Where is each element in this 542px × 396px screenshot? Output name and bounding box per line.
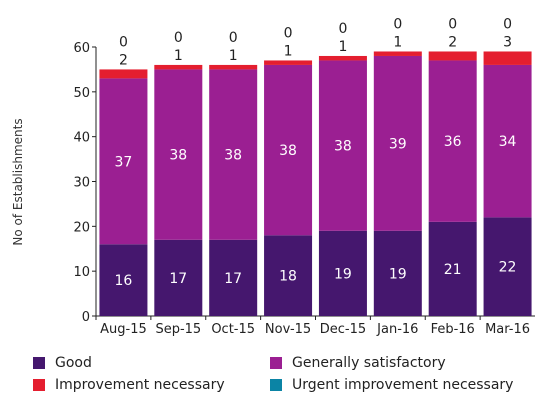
bar-group-oct-15: 17 38 1 0 xyxy=(209,30,258,316)
bar-segment-improvement-necessary xyxy=(428,51,477,61)
y-tick-label: 10 xyxy=(73,265,90,280)
bar-segment-improvement-necessary xyxy=(154,64,203,70)
data-label-generally-satisfactory: 36 xyxy=(444,134,462,150)
bar-segment-generally-satisfactory xyxy=(483,64,532,218)
bar-segment-generally-satisfactory xyxy=(318,60,367,231)
bar-segment-improvement-necessary xyxy=(373,51,422,56)
bar-group-mar-16: 22 34 3 0 xyxy=(483,16,532,316)
x-tick-label: Mar-16 xyxy=(485,322,530,337)
y-tick-label: 50 xyxy=(73,86,90,101)
data-label-urgent-improvement-necessary: 0 xyxy=(393,16,402,32)
bar-segment-good xyxy=(99,244,148,316)
data-label-good: 19 xyxy=(389,266,407,282)
bar-segment-improvement-necessary xyxy=(483,51,532,65)
legend-label-improvement-necessary: Improvement necessary xyxy=(55,377,225,393)
x-tick-label: Oct-15 xyxy=(211,322,255,337)
y-tick-label: 30 xyxy=(73,176,90,191)
data-label-urgent-improvement-necessary: 0 xyxy=(503,16,512,32)
data-label-good: 21 xyxy=(444,262,462,278)
data-label-improvement-necessary: 2 xyxy=(119,52,128,68)
y-tick-label: 60 xyxy=(73,41,90,56)
legend-item-urgent-improvement-necessary: Urgent improvement necessary xyxy=(270,377,513,393)
bar-group-aug-15: 16 37 2 0 xyxy=(99,34,148,316)
bar-group-feb-16: 21 36 2 0 xyxy=(428,16,477,316)
data-label-good: 22 xyxy=(499,260,517,276)
y-tick-label: 0 xyxy=(82,310,90,325)
data-label-urgent-improvement-necessary: 0 xyxy=(284,25,293,41)
data-label-good: 16 xyxy=(115,273,133,289)
x-tick-label: Jan-16 xyxy=(376,322,418,337)
data-label-improvement-necessary: 1 xyxy=(393,34,402,50)
data-label-improvement-necessary: 1 xyxy=(229,48,238,64)
bar-segment-good xyxy=(428,221,477,316)
data-label-urgent-improvement-necessary: 0 xyxy=(229,30,238,46)
bars: 16 37 2 0 17 38 1 0 17 38 1 0 18 38 1 0 19 38 1 0 19 39 1 0 21 36… xyxy=(99,16,532,316)
legend-item-generally-satisfactory: Generally satisfactory xyxy=(270,355,446,371)
legend-swatch-generally-satisfactory xyxy=(270,357,282,369)
data-label-urgent-improvement-necessary: 0 xyxy=(174,30,183,46)
legend-swatch-improvement-necessary xyxy=(33,379,45,391)
y-axis-label: No of Establishments xyxy=(11,118,25,245)
x-tick-label: Nov-15 xyxy=(265,322,311,337)
legend-item-good: Good xyxy=(33,355,92,371)
bar-group-dec-15: 19 38 1 0 xyxy=(318,21,367,316)
legend-label-generally-satisfactory: Generally satisfactory xyxy=(292,355,446,371)
data-label-urgent-improvement-necessary: 0 xyxy=(338,21,347,37)
legend-swatch-good xyxy=(33,357,45,369)
bar-segment-improvement-necessary xyxy=(209,64,258,70)
data-label-generally-satisfactory: 34 xyxy=(499,134,517,150)
legend-label-urgent-improvement-necessary: Urgent improvement necessary xyxy=(292,377,514,393)
data-label-urgent-improvement-necessary: 0 xyxy=(448,16,457,32)
bar-segment-good xyxy=(209,239,258,316)
data-label-generally-satisfactory: 38 xyxy=(169,148,187,164)
bar-segment-good xyxy=(318,230,367,316)
data-label-improvement-necessary: 1 xyxy=(174,48,183,64)
data-label-good: 19 xyxy=(334,266,352,282)
bar-segment-good xyxy=(483,217,532,316)
data-label-generally-satisfactory: 38 xyxy=(279,143,297,159)
legend-item-improvement-necessary: Improvement necessary xyxy=(33,377,225,393)
x-tick-label: Feb-16 xyxy=(431,322,475,337)
data-label-generally-satisfactory: 38 xyxy=(334,139,352,155)
bar-segment-generally-satisfactory xyxy=(264,64,313,236)
data-label-good: 17 xyxy=(224,271,242,287)
bar-segment-generally-satisfactory xyxy=(154,69,203,240)
bar-group-sep-15: 17 38 1 0 xyxy=(154,30,203,316)
data-label-improvement-necessary: 1 xyxy=(338,39,347,55)
data-label-good: 18 xyxy=(279,269,297,285)
bar-segment-generally-satisfactory xyxy=(99,78,148,245)
data-label-good: 17 xyxy=(169,271,187,287)
y-tick-label: 40 xyxy=(73,131,90,146)
bar-segment-improvement-necessary xyxy=(318,55,367,61)
legend-label-good: Good xyxy=(55,355,92,371)
bar-group-nov-15: 18 38 1 0 xyxy=(264,25,313,316)
bar-segment-improvement-necessary xyxy=(99,69,148,79)
data-label-generally-satisfactory: 37 xyxy=(115,154,133,170)
data-label-generally-satisfactory: 39 xyxy=(389,136,407,152)
x-tick-label: Aug-15 xyxy=(100,322,147,337)
legend-swatch-urgent-improvement-necessary xyxy=(270,379,282,391)
bar-segment-improvement-necessary xyxy=(264,60,313,65)
data-label-improvement-necessary: 3 xyxy=(503,34,512,50)
data-label-improvement-necessary: 2 xyxy=(448,34,457,50)
y-tick-label: 20 xyxy=(73,220,90,235)
bar-segment-generally-satisfactory xyxy=(428,60,477,222)
bar-group-jan-16: 19 39 1 0 xyxy=(373,16,422,316)
bar-segment-good xyxy=(264,235,313,316)
x-tick-label: Dec-15 xyxy=(320,322,366,337)
bar-segment-good xyxy=(373,230,422,316)
data-label-generally-satisfactory: 38 xyxy=(224,148,242,164)
x-axis: Aug-15 Sep-15 Oct-15 Nov-15 Dec-15 Jan-16 Feb-… xyxy=(95,316,530,337)
data-label-improvement-necessary: 1 xyxy=(284,43,293,59)
bar-segment-generally-satisfactory xyxy=(209,69,258,240)
bar-segment-good xyxy=(154,239,203,316)
x-tick-label: Sep-15 xyxy=(155,322,201,337)
data-label-urgent-improvement-necessary: 0 xyxy=(119,34,128,50)
bar-segment-generally-satisfactory xyxy=(373,55,422,231)
